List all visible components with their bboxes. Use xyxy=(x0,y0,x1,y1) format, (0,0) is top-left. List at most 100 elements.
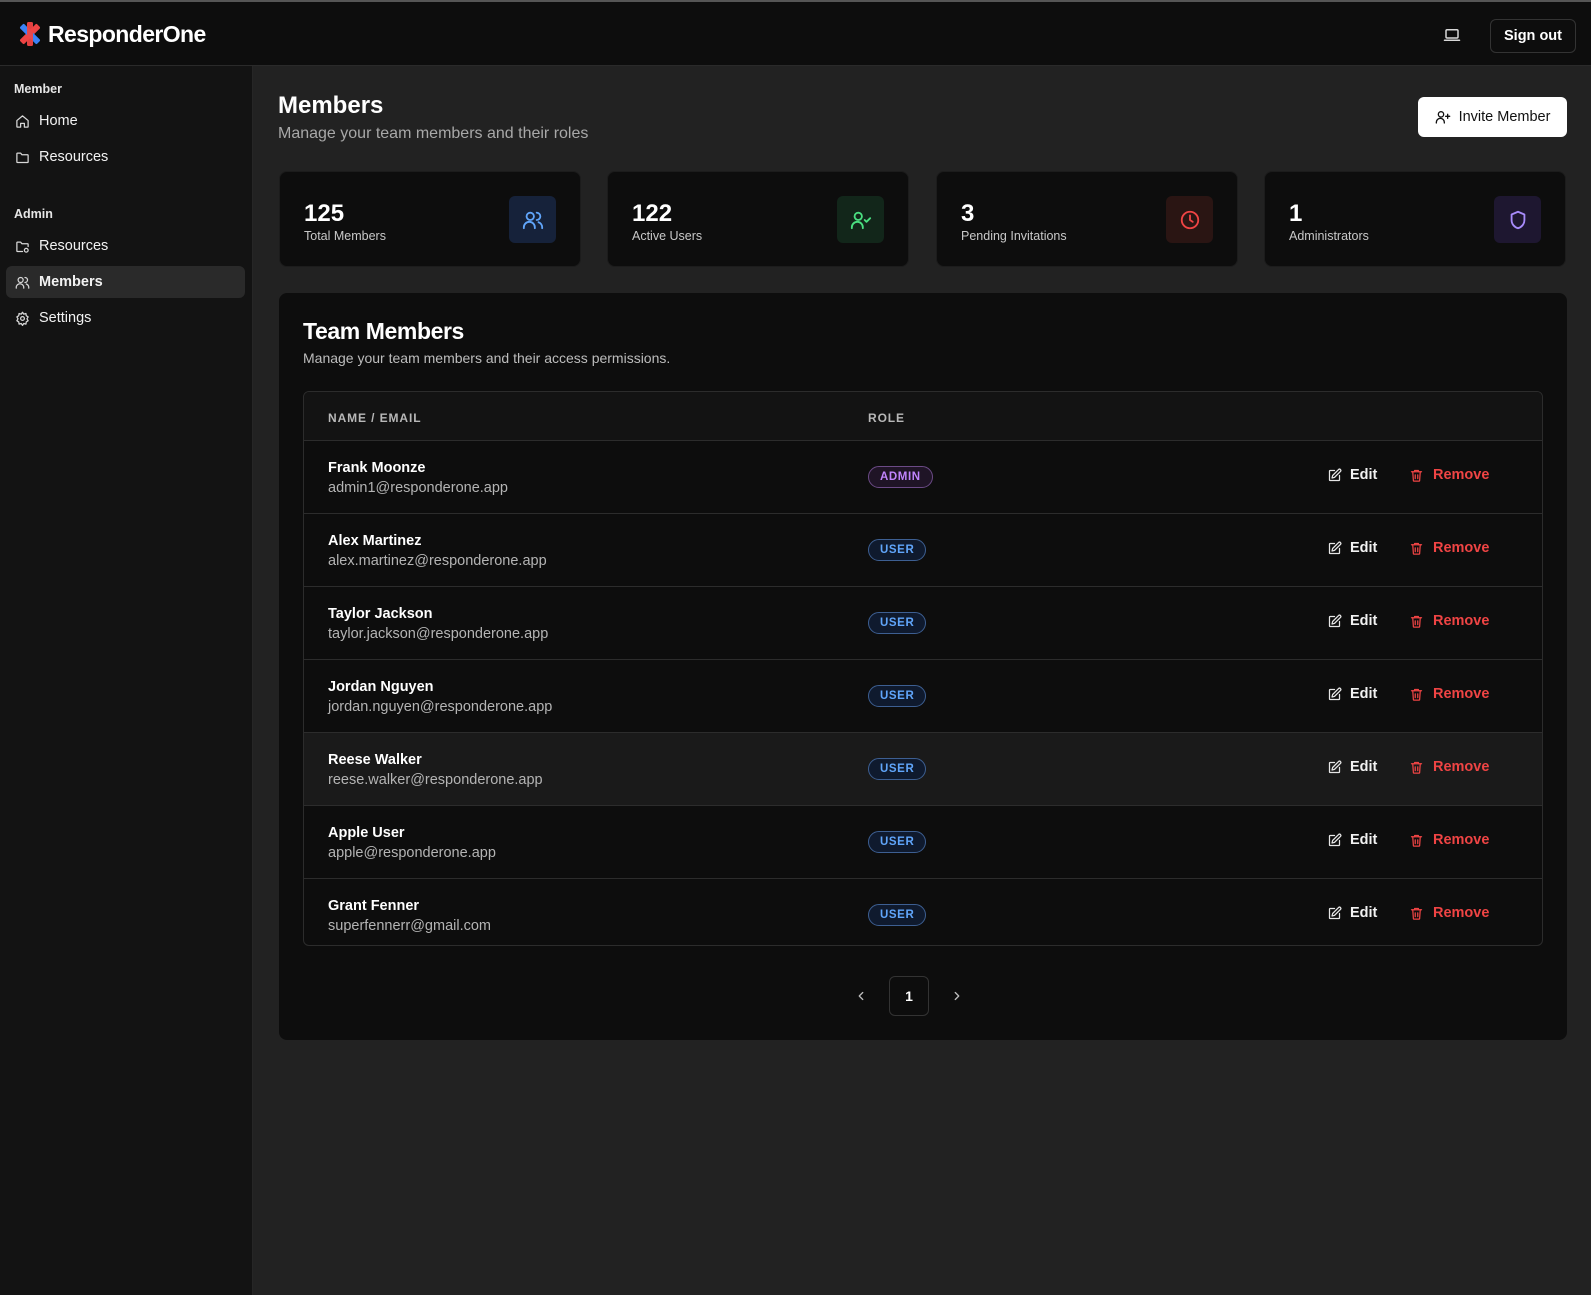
sidebar-item-label: Home xyxy=(39,113,78,129)
previous-page-button[interactable] xyxy=(849,984,873,1008)
sidebar-item-label: Resources xyxy=(39,238,109,254)
table-row: Frank Moonze admin1@responderone.app ADMIN… xyxy=(304,441,1542,514)
page-number-button[interactable]: 1 xyxy=(889,976,929,1016)
sidebar-item-label: Members xyxy=(39,274,103,290)
edit-member-button[interactable]: Edit xyxy=(1327,905,1377,921)
app-logo[interactable]: ResponderOne xyxy=(16,20,206,48)
remove-label: Remove xyxy=(1433,905,1490,921)
edit-label: Edit xyxy=(1350,759,1378,775)
edit-icon xyxy=(1328,614,1342,627)
sidebar-section-member: Member xyxy=(14,82,62,96)
member-email: taylor.jackson@responderone.app xyxy=(328,626,549,642)
stat-card-administrators: 1 Administrators xyxy=(1264,171,1566,267)
stat-value: 122 xyxy=(632,200,673,227)
stat-card-active-users: 122 Active Users xyxy=(607,171,909,267)
remove-label: Remove xyxy=(1433,467,1490,483)
table-row: Alex Martinez alex.martinez@responderone.… xyxy=(304,514,1542,587)
member-name: Jordan Nguyen xyxy=(328,679,434,695)
remove-member-button[interactable]: Remove xyxy=(1409,905,1489,921)
page-subtitle: Manage your team members and their roles xyxy=(278,125,589,142)
remove-member-button[interactable]: Remove xyxy=(1409,467,1489,483)
role-badge: USER xyxy=(868,904,927,926)
remove-label: Remove xyxy=(1433,759,1490,775)
trash-icon xyxy=(1410,542,1423,555)
role-badge: ADMIN xyxy=(868,466,933,488)
edit-label: Edit xyxy=(1350,686,1378,702)
remove-label: Remove xyxy=(1433,832,1490,848)
stat-label: Administrators xyxy=(1289,229,1369,243)
remove-label: Remove xyxy=(1433,613,1490,629)
sidebar-item-home[interactable]: Home xyxy=(6,105,245,137)
team-members-subtitle: Manage your team members and their acces… xyxy=(303,350,671,366)
trash-icon xyxy=(1410,615,1423,628)
table-row: Jordan Nguyen jordan.nguyen@responderone.… xyxy=(304,660,1542,733)
sidebar-item-admin-resources[interactable]: Resources xyxy=(6,230,245,262)
table-row: Apple User apple@responderone.app USER Edit… xyxy=(304,806,1542,879)
folder-icon xyxy=(16,152,29,163)
stat-label: Total Members xyxy=(304,229,386,243)
remove-label: Remove xyxy=(1433,686,1490,702)
role-badge: USER xyxy=(868,612,927,634)
sidebar-item-resources[interactable]: Resources xyxy=(6,141,245,173)
edit-member-button[interactable]: Edit xyxy=(1327,759,1377,775)
sign-out-button[interactable]: Sign out xyxy=(1490,19,1576,53)
remove-member-button[interactable]: Remove xyxy=(1409,613,1489,629)
edit-label: Edit xyxy=(1350,905,1378,921)
folder-settings-icon xyxy=(16,241,29,253)
trash-icon xyxy=(1410,688,1423,701)
remove-member-button[interactable]: Remove xyxy=(1409,686,1489,702)
remove-member-button[interactable]: Remove xyxy=(1409,759,1489,775)
sidebar-item-label: Settings xyxy=(39,310,92,326)
edit-member-button[interactable]: Edit xyxy=(1327,686,1377,702)
edit-member-button[interactable]: Edit xyxy=(1327,832,1377,848)
clock-icon xyxy=(1180,210,1199,229)
pagination: 1 xyxy=(849,976,969,1016)
edit-label: Edit xyxy=(1350,613,1378,629)
edit-icon xyxy=(1328,468,1342,481)
member-email: alex.martinez@responderone.app xyxy=(328,553,547,569)
remove-member-button[interactable]: Remove xyxy=(1409,832,1489,848)
invite-member-button[interactable]: Invite Member xyxy=(1418,97,1567,137)
table-row: Taylor Jackson taylor.jackson@responderon… xyxy=(304,587,1542,660)
member-email: jordan.nguyen@responderone.app xyxy=(328,699,553,715)
chevron-right-icon xyxy=(954,991,960,1001)
member-name: Taylor Jackson xyxy=(328,606,433,622)
stat-label: Active Users xyxy=(632,229,703,243)
member-name: Grant Fenner xyxy=(328,898,420,914)
shield-icon xyxy=(1510,210,1525,229)
team-members-panel: Team Members Manage your team members an… xyxy=(279,293,1567,1040)
edit-member-button[interactable]: Edit xyxy=(1327,540,1377,556)
trash-icon xyxy=(1410,834,1423,847)
laptop-icon[interactable] xyxy=(1443,26,1461,44)
stat-icon-box xyxy=(837,196,884,243)
member-name: Reese Walker xyxy=(328,752,422,768)
next-page-button[interactable] xyxy=(945,984,969,1008)
stat-card-total-members: 125 Total Members xyxy=(279,171,581,267)
member-email: reese.walker@responderone.app xyxy=(328,772,543,788)
trash-icon xyxy=(1410,761,1423,774)
trash-icon xyxy=(1410,469,1423,482)
member-name: Alex Martinez xyxy=(328,533,422,549)
member-email: apple@responderone.app xyxy=(328,845,496,861)
edit-member-button[interactable]: Edit xyxy=(1327,613,1377,629)
table-header: NAME / EMAIL ROLE xyxy=(304,392,1542,441)
member-name: Apple User xyxy=(328,825,405,841)
edit-member-button[interactable]: Edit xyxy=(1327,467,1377,483)
remove-member-button[interactable]: Remove xyxy=(1409,540,1489,556)
stat-card-pending-invitations: 3 Pending Invitations xyxy=(936,171,1238,267)
team-members-title: Team Members xyxy=(303,318,464,344)
user-plus-icon xyxy=(1435,111,1450,124)
stat-icon-box xyxy=(509,196,556,243)
app-name: ResponderOne xyxy=(48,20,206,47)
column-header-role: ROLE xyxy=(868,411,905,425)
members-table: NAME / EMAIL ROLE Frank Moonze admin1@res… xyxy=(303,391,1543,946)
chevron-left-icon xyxy=(858,991,864,1001)
member-email: admin1@responderone.app xyxy=(328,480,508,496)
edit-label: Edit xyxy=(1350,832,1378,848)
stat-value: 1 xyxy=(1289,200,1303,227)
sidebar-item-settings[interactable]: Settings xyxy=(6,302,245,334)
sidebar-item-members[interactable]: Members xyxy=(6,266,245,298)
invite-member-label: Invite Member xyxy=(1458,109,1551,125)
sidebar-section-admin: Admin xyxy=(14,207,53,221)
member-name: Frank Moonze xyxy=(328,460,426,476)
